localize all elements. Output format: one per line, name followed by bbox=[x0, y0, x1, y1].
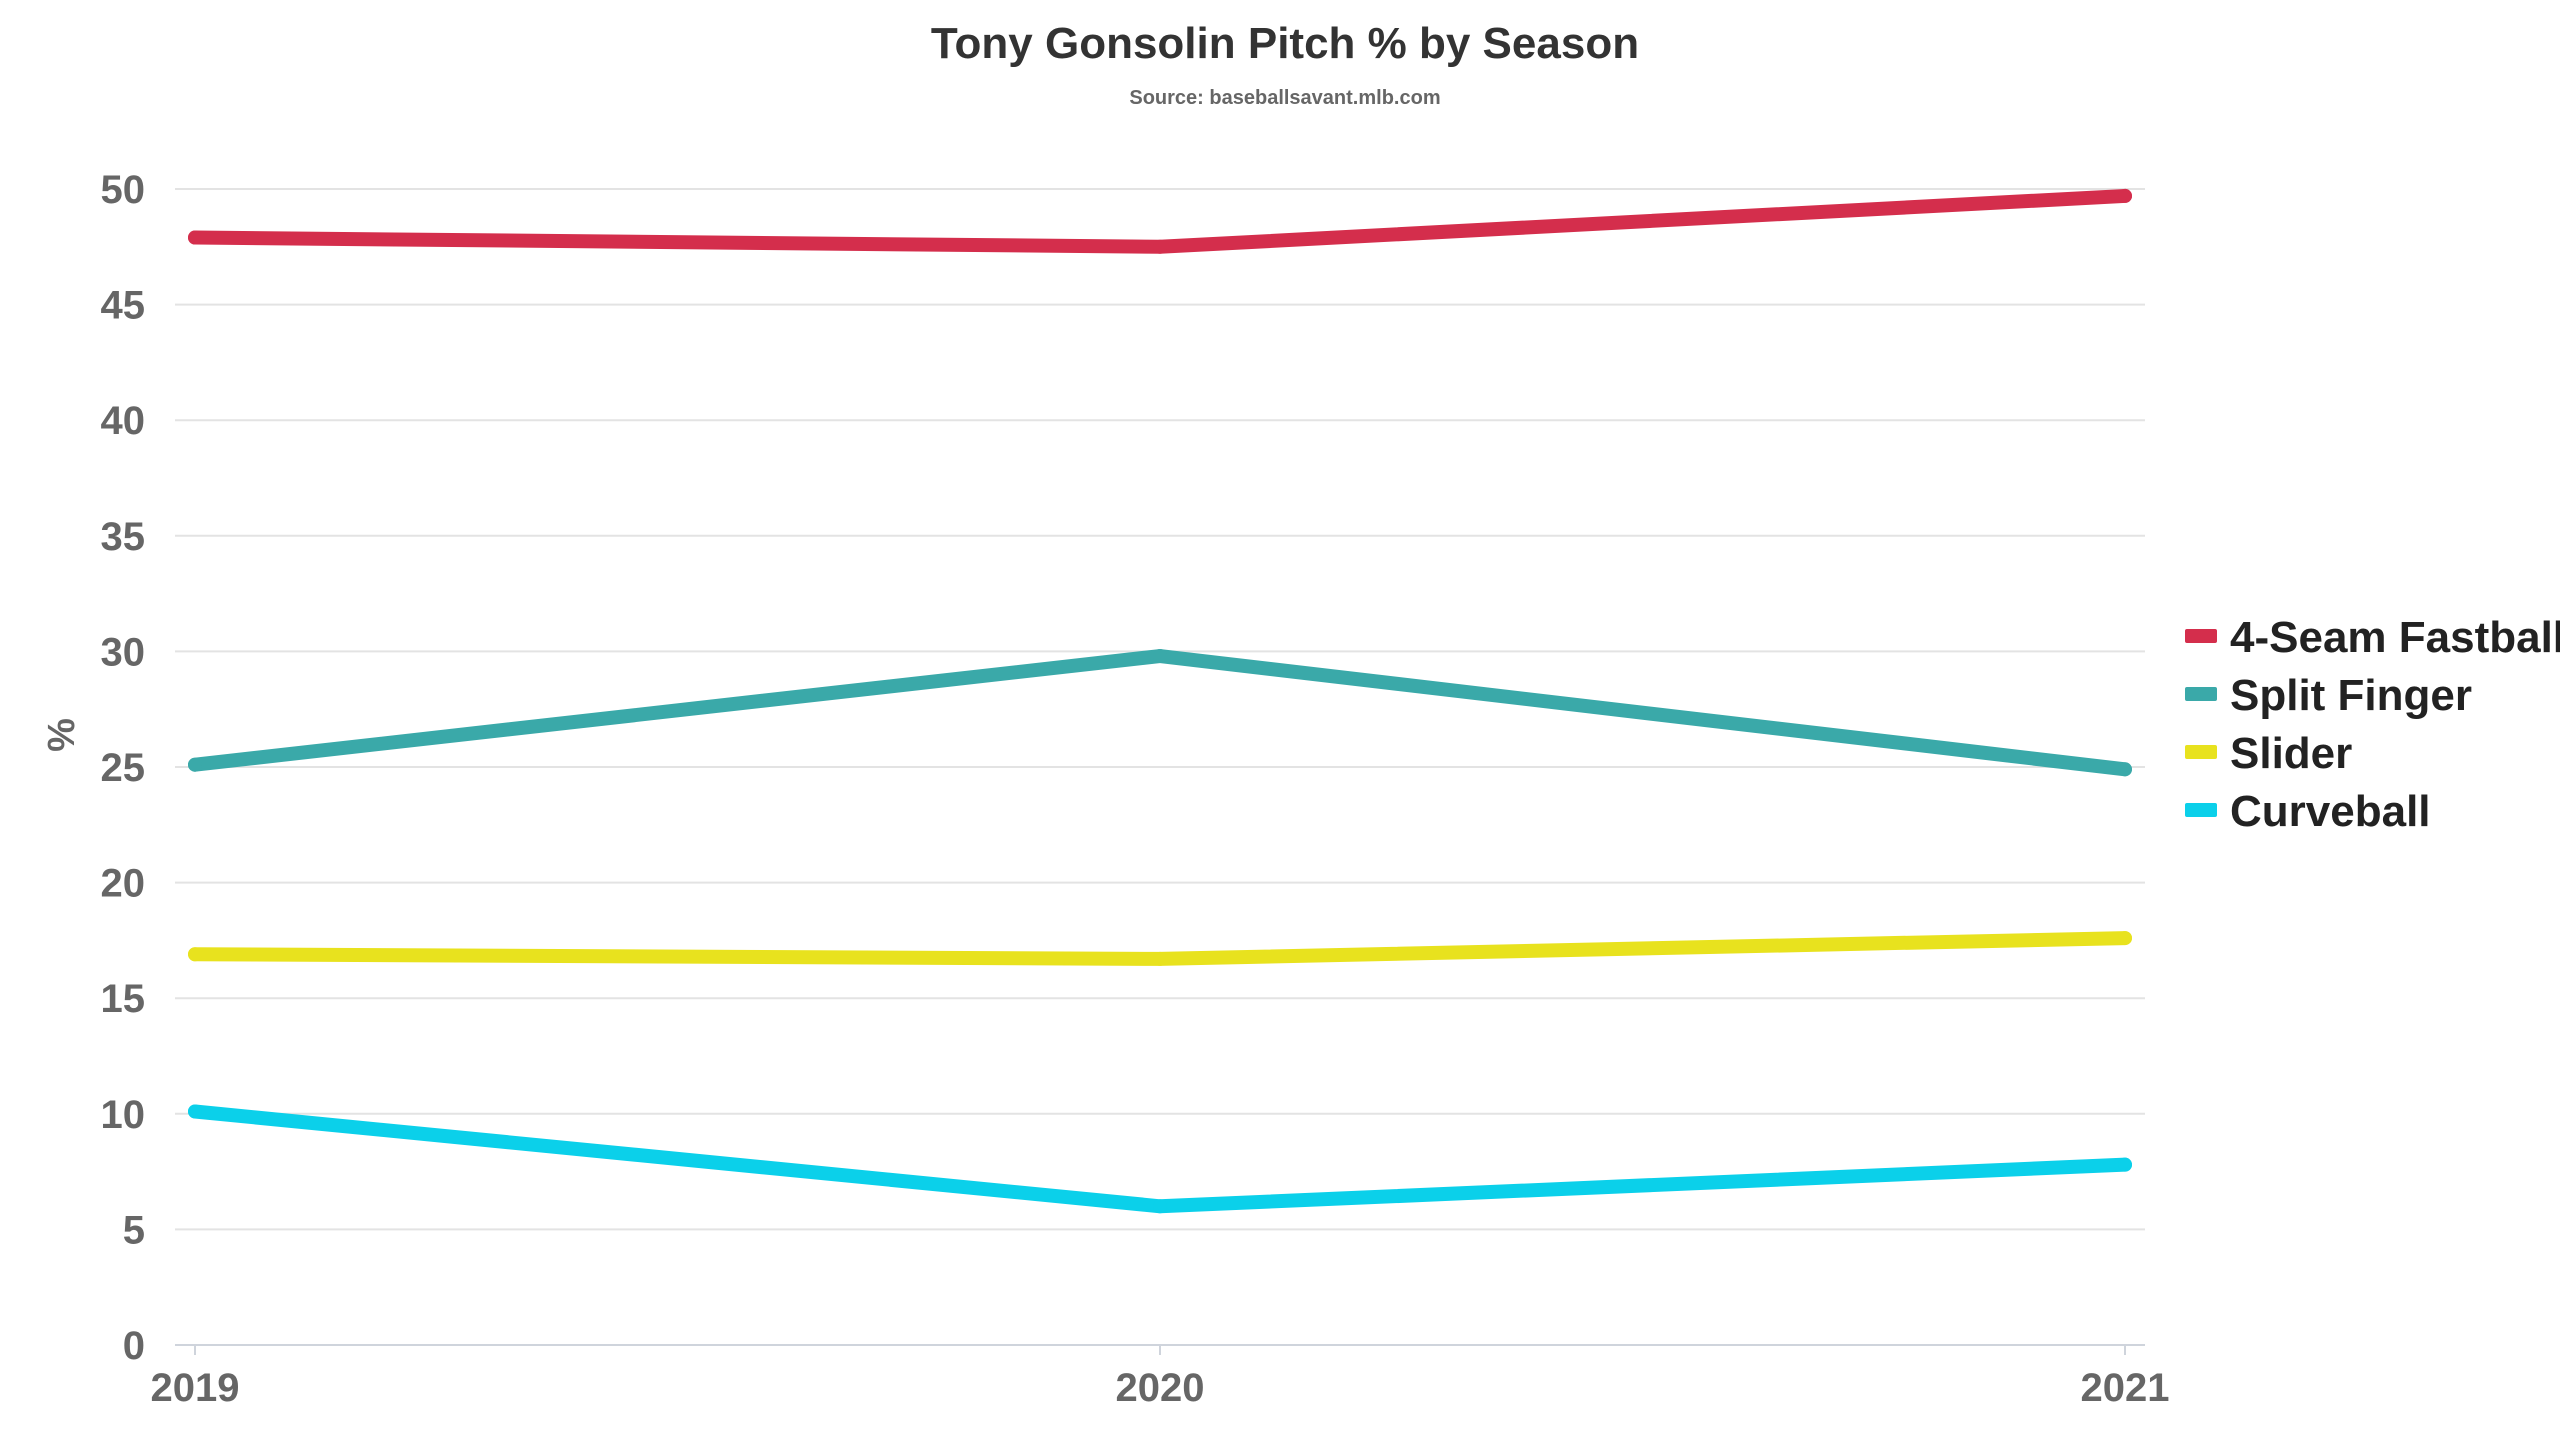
legend-label: Curveball bbox=[2230, 787, 2431, 836]
data-point-slider bbox=[1153, 951, 1167, 966]
chart-subtitle: Source: baseballsavant.mlb.com bbox=[1129, 87, 1440, 109]
data-point-split-finger bbox=[188, 757, 202, 772]
y-axis-ticks: 0 5 10 15 20 25 30 35 40 45 50 bbox=[101, 168, 146, 1368]
data-point-slider bbox=[188, 947, 202, 962]
data-point-curveball bbox=[2118, 1157, 2132, 1172]
data-point-4-seam-fastball bbox=[2118, 188, 2132, 203]
gridlines bbox=[175, 188, 2145, 1346]
data-point-curveball bbox=[1153, 1199, 1167, 1214]
legend-label: 4-Seam Fastball bbox=[2230, 613, 2560, 662]
legend-swatch bbox=[2185, 629, 2217, 643]
data-point-4-seam-fastball bbox=[188, 230, 202, 245]
legend-swatch bbox=[2185, 803, 2217, 817]
y-tick-label: 40 bbox=[101, 399, 146, 443]
series-line-4-seam-fastball bbox=[188, 188, 2132, 254]
data-point-slider bbox=[2118, 931, 2132, 946]
data-point-split-finger bbox=[1153, 649, 1167, 664]
legend-swatch bbox=[2185, 745, 2217, 759]
y-tick-label: 10 bbox=[101, 1093, 146, 1137]
y-tick-label: 30 bbox=[101, 630, 146, 674]
legend-swatch bbox=[2185, 687, 2217, 701]
series-line-split-finger bbox=[188, 649, 2132, 777]
legend-label: Split Finger bbox=[2230, 671, 2472, 720]
y-tick-label: 0 bbox=[123, 1324, 145, 1368]
y-tick-label: 45 bbox=[101, 284, 146, 328]
legend: 4-Seam Fastball Split Finger Slider Curveba… bbox=[2185, 613, 2560, 836]
y-tick-label: 5 bbox=[123, 1208, 145, 1252]
y-axis-label: % bbox=[41, 718, 83, 752]
series-line-curveball bbox=[188, 1104, 2132, 1214]
y-tick-label: 20 bbox=[101, 862, 146, 906]
data-point-split-finger bbox=[2118, 762, 2132, 777]
data-point-curveball bbox=[188, 1104, 202, 1119]
x-axis-ticks: 2019 2020 2021 bbox=[151, 1345, 2170, 1410]
x-tick-label: 2020 bbox=[1116, 1366, 1205, 1410]
data-point-4-seam-fastball bbox=[1153, 239, 1167, 254]
series-lines bbox=[188, 188, 2132, 1214]
chart-title: Tony Gonsolin Pitch % by Season bbox=[931, 19, 1639, 68]
legend-label: Slider bbox=[2230, 729, 2352, 778]
y-tick-label: 15 bbox=[101, 977, 146, 1021]
y-tick-label: 50 bbox=[101, 168, 146, 212]
y-tick-label: 25 bbox=[101, 746, 146, 790]
y-tick-label: 35 bbox=[101, 515, 146, 559]
x-tick-label: 2019 bbox=[151, 1366, 240, 1410]
x-tick-label: 2021 bbox=[2081, 1366, 2170, 1410]
